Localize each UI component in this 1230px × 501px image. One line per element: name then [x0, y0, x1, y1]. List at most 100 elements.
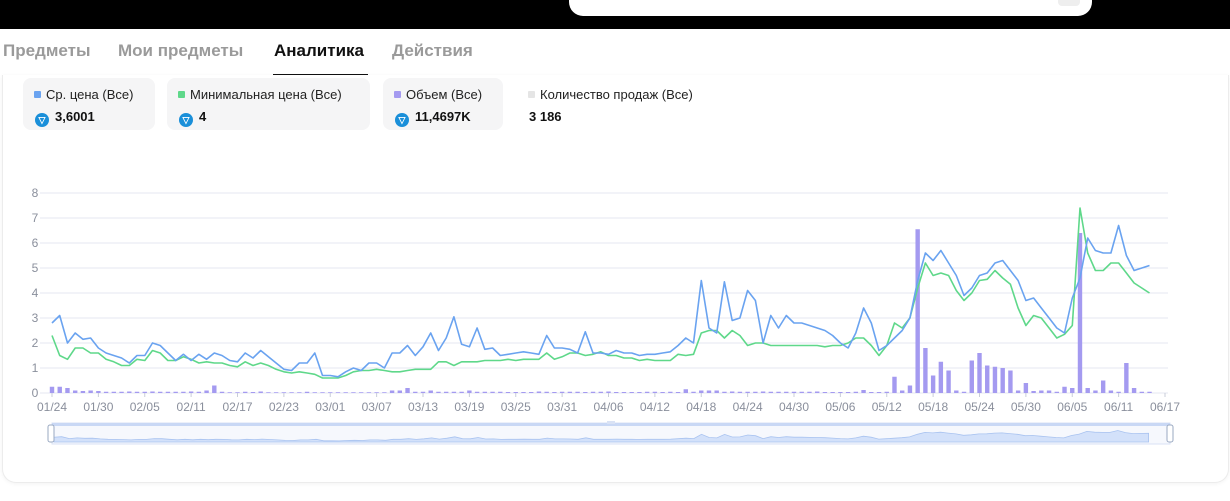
volume-bar[interactable] — [382, 392, 387, 393]
volume-bar[interactable] — [103, 391, 109, 393]
volume-bar[interactable] — [683, 389, 688, 393]
range-scroller[interactable] — [47, 421, 1174, 445]
volume-bar[interactable] — [791, 391, 797, 393]
volume-bar[interactable] — [814, 391, 820, 394]
avg-price-line[interactable] — [51, 224, 1150, 378]
volume-bar[interactable] — [297, 392, 302, 393]
volume-bar[interactable] — [134, 391, 140, 393]
volume-bar[interactable] — [583, 392, 588, 393]
volume-bar[interactable] — [737, 391, 743, 393]
volume-bar[interactable] — [954, 390, 959, 394]
volume-bar[interactable] — [335, 392, 341, 393]
volume-bar[interactable] — [49, 386, 55, 393]
volume-bar[interactable] — [1085, 388, 1090, 393]
volume-bar[interactable] — [374, 392, 379, 393]
volume-bar[interactable] — [876, 392, 882, 393]
volume-bar[interactable] — [923, 348, 928, 393]
volume-bar[interactable] — [513, 392, 518, 393]
volume-bar[interactable] — [150, 391, 155, 394]
volume-bar[interactable] — [644, 391, 650, 393]
volume-bar[interactable] — [799, 391, 804, 393]
volume-bar[interactable] — [529, 392, 534, 393]
volume-bar[interactable] — [505, 392, 511, 393]
volume-bar[interactable] — [474, 391, 480, 393]
volume-bar[interactable] — [88, 390, 93, 394]
scroller-right-handle[interactable] — [1166, 424, 1174, 443]
volume-bar[interactable] — [498, 391, 503, 393]
volume-bar[interactable] — [1023, 383, 1029, 393]
volume-bar[interactable] — [552, 392, 557, 393]
volume-bar[interactable] — [389, 390, 395, 394]
volume-bar[interactable] — [544, 391, 549, 393]
volume-bar[interactable] — [1031, 391, 1036, 393]
volume-bar[interactable] — [328, 392, 333, 393]
volume-bar[interactable] — [1147, 391, 1152, 393]
volume-bar[interactable] — [652, 391, 658, 393]
volume-bar[interactable] — [72, 390, 78, 394]
volume-bar[interactable] — [451, 391, 457, 393]
volume-bar[interactable] — [590, 391, 596, 393]
volume-bar[interactable] — [173, 391, 178, 393]
volume-bar[interactable] — [938, 361, 944, 393]
volume-bar[interactable] — [629, 392, 634, 393]
volume-bar[interactable] — [490, 391, 495, 393]
volume-bar[interactable] — [892, 376, 897, 393]
volume-bar[interactable] — [428, 390, 433, 394]
volume-bar[interactable] — [621, 392, 627, 393]
volume-bar[interactable] — [243, 391, 248, 393]
volume-bar[interactable] — [358, 392, 364, 393]
tab-my-items[interactable]: Мои предметы — [118, 41, 244, 60]
volume-bar[interactable] — [1131, 388, 1137, 393]
volume-bar[interactable] — [366, 392, 372, 393]
volume-bar[interactable] — [351, 392, 356, 393]
volume-bar[interactable] — [96, 391, 101, 393]
volume-bar[interactable] — [714, 390, 719, 394]
volume-bar[interactable] — [776, 391, 781, 393]
volume-bar[interactable] — [729, 391, 735, 394]
volume-bar[interactable] — [992, 366, 998, 393]
volume-bar[interactable] — [443, 391, 449, 393]
volume-bar[interactable] — [127, 391, 132, 394]
volume-bar[interactable] — [1054, 391, 1059, 393]
volume-bar[interactable] — [915, 229, 920, 393]
volume-bar[interactable] — [250, 392, 256, 393]
volume-bar[interactable] — [745, 391, 750, 393]
volume-bar[interactable] — [266, 392, 271, 393]
volume-bar[interactable] — [536, 391, 542, 394]
volume-bar[interactable] — [219, 391, 225, 393]
scroller-selection-bar[interactable] — [52, 423, 1170, 426]
volume-bar[interactable] — [869, 392, 874, 393]
min-price-line[interactable] — [51, 207, 1150, 379]
volume-bar[interactable] — [830, 392, 835, 393]
volume-bar[interactable] — [985, 365, 990, 394]
volume-bar[interactable] — [1015, 390, 1021, 394]
volume-bar[interactable] — [1093, 390, 1098, 394]
volume-bar[interactable] — [760, 391, 766, 394]
volume-bar[interactable] — [961, 391, 967, 393]
volume-bar[interactable] — [691, 391, 696, 393]
scroller-left-handle[interactable] — [47, 424, 55, 443]
volume-bar[interactable] — [822, 392, 828, 393]
volume-bar[interactable] — [188, 391, 194, 394]
volume-bar[interactable] — [204, 390, 209, 394]
volume-bar[interactable] — [1008, 370, 1013, 394]
volume-bar[interactable] — [614, 392, 619, 393]
volume-bar[interactable] — [65, 388, 70, 393]
volume-bar[interactable] — [142, 391, 147, 393]
volume-bar[interactable] — [1039, 390, 1044, 394]
volume-bar[interactable] — [420, 391, 426, 393]
volume-bar[interactable] — [668, 391, 673, 393]
volume-bar[interactable] — [1000, 368, 1005, 393]
volume-bar[interactable] — [227, 392, 232, 393]
volume-bar[interactable] — [977, 353, 982, 393]
volume-bar[interactable] — [467, 390, 472, 394]
volume-bar[interactable] — [80, 391, 86, 393]
volume-bar[interactable] — [1077, 233, 1083, 393]
volume-bar[interactable] — [521, 392, 526, 393]
volume-bar[interactable] — [699, 390, 704, 394]
volume-bar[interactable] — [784, 391, 789, 393]
volume-bar[interactable] — [753, 391, 758, 393]
volume-bar[interactable] — [158, 391, 163, 393]
volume-bar[interactable] — [907, 385, 913, 394]
